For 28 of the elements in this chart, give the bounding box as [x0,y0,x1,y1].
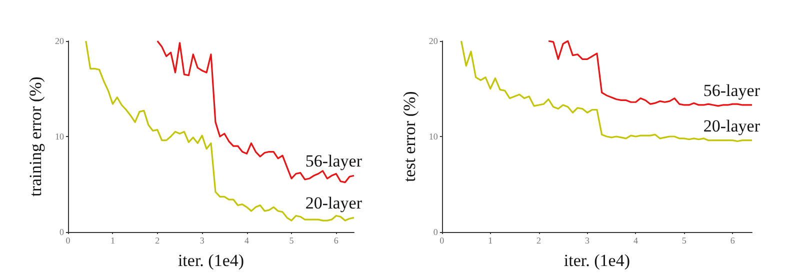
x-tick-label: 4 [244,236,250,246]
series-label: 20-layer [703,116,760,136]
y-axis-title: training error (%) [26,76,46,196]
x-tick-label: 1 [110,236,115,246]
x-tick-label: 5 [289,236,294,246]
x-tick-label: 3 [200,236,205,246]
x-tick-label: 2 [155,236,160,246]
x-tick-label: 2 [536,236,542,246]
x-tick-label: 5 [682,236,687,246]
y-tick-label: 10 [428,132,438,142]
x-axis-title: iter. (1e4) [564,251,630,270]
x-axis-title: iter. (1e4) [178,251,244,270]
series-label: 56-layer [703,80,760,100]
x-tick-label: 1 [488,236,493,246]
y-tick-label: 0 [433,227,438,237]
x-tick-label: 6 [334,236,339,246]
series-label: 56-layer [305,152,362,171]
x-tick-label: 3 [585,236,590,246]
x-tick-label: 4 [633,236,638,246]
y-axis-title: test error (%) [400,91,419,182]
x-tick-label: 0 [66,236,71,246]
y-tick-label: 20 [55,36,64,46]
y-tick-label: 20 [428,36,438,46]
x-tick-label: 6 [730,236,736,246]
x-tick-label: 0 [440,236,445,246]
y-tick-label: 0 [60,227,64,237]
y-tick-label: 10 [55,132,64,142]
series-label: 20-layer [305,194,362,213]
